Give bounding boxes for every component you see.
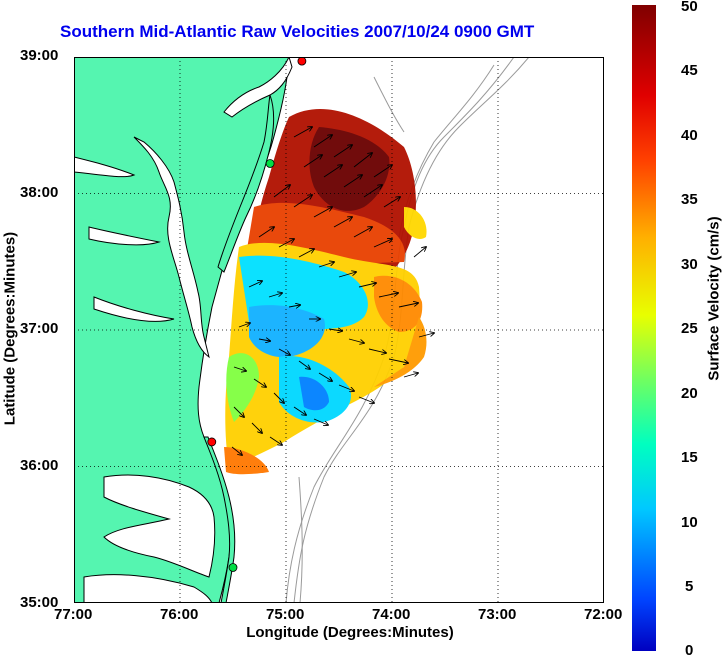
colorbar-tick-label: 35 [681,191,698,208]
y-tick-label: 37:00 [20,320,59,337]
colorbar-tick-label: 30 [681,256,698,273]
colorbar-tick-label: 5 [685,578,694,595]
station-marker [265,159,275,168]
x-tick-label: 76:00 [160,606,199,623]
velocity-vectors [231,127,434,455]
x-axis-label: Longitude (Degrees:Minutes) [246,624,454,641]
colorbar-tick-label: 15 [681,449,698,466]
station-marker [297,57,307,66]
x-tick-label: 75:00 [266,606,305,623]
plot-frame [74,57,604,603]
colorbar [632,5,656,651]
colorbar-tick-label: 45 [681,62,698,79]
colorbar-tick-label: 0 [685,642,694,659]
station-marker [228,563,238,572]
y-tick-label: 36:00 [20,457,59,474]
colorbar-tick-label: 20 [681,385,698,402]
y-tick-label: 35:00 [20,594,59,611]
x-tick-label: 72:00 [584,606,623,623]
grid-lines [74,57,604,603]
colorbar-tick-label: 40 [681,127,698,144]
x-tick-label: 74:00 [372,606,411,623]
y-axis-label: Latitude (Degrees:Minutes) [1,231,19,426]
x-tick-label: 77:00 [54,606,93,623]
land [74,57,293,603]
colorbar-label: Surface Velocity (cm/s) [705,216,723,381]
velocity-field [224,108,427,475]
x-tick-label: 73:00 [478,606,517,623]
colorbar-tick-label: 50 [681,0,698,15]
station-marker [207,437,217,447]
colorbar-tick-label: 25 [681,320,698,337]
y-tick-label: 39:00 [20,47,59,64]
colorbar-tick-label: 10 [681,514,698,531]
map-plot [74,57,604,603]
map-title: Southern Mid-Atlantic Raw Velocities 200… [60,22,535,41]
y-tick-label: 38:00 [20,184,59,201]
